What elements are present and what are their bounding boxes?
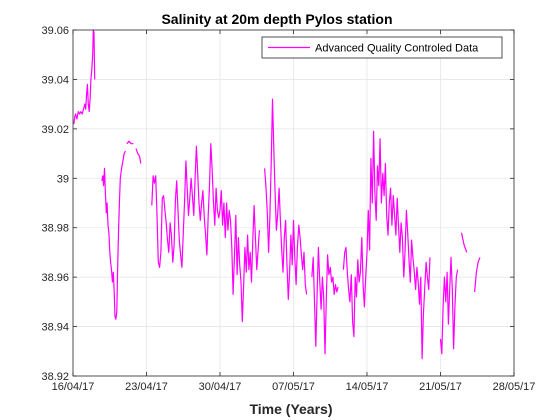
y-tick-label: 39 [57,173,69,185]
series-line-segment [135,148,142,164]
series-line-segment [151,143,260,323]
legend: Advanced Quality Controled Data [261,36,503,59]
legend-box [261,36,503,59]
chart-title: Salinity at 20m depth Pylos station [161,11,392,27]
y-tick-label: 39.04 [41,74,69,86]
series-line-segment [311,246,339,355]
x-tick-label: 16/04/17 [52,381,95,393]
legend-label: Advanced Quality Controled Data [315,43,479,55]
series-line-segment [264,98,308,300]
x-tick-label: 30/04/17 [199,381,242,393]
x-axis-label: Time (Years) [249,401,332,417]
x-tick-labels: 16/04/17 23/04/17 30/04/17 07/05/17 14/05/17… [52,381,536,393]
series-line-segment [460,232,468,253]
x-tick-label: 07/05/17 [272,381,315,393]
y-tick-labels: 38.92 38.94 38.96 38.98 39 39.02 39.04 39.06 [41,25,69,383]
y-tick-label: 38.94 [41,322,69,334]
y-tick-label: 38.92 [41,371,69,383]
series-line-segment [474,257,481,293]
axis-ticks [72,29,515,377]
y-tick-label: 39.02 [41,124,69,136]
series-line-segment [439,256,459,355]
y-tick-label: 39.06 [41,25,69,37]
series-line-segment [342,130,431,360]
x-tick-label: 23/04/17 [125,381,168,393]
series-line-segment [126,140,134,145]
series-line-segment [101,150,127,320]
series-line-segment [73,29,96,124]
y-tick-label: 38.98 [41,223,69,235]
y-tick-label: 38.96 [41,272,69,284]
x-tick-label: 14/05/17 [346,381,389,393]
series-layer [73,29,481,360]
x-tick-label: 28/05/17 [493,381,536,393]
x-tick-label: 21/05/17 [419,381,462,393]
